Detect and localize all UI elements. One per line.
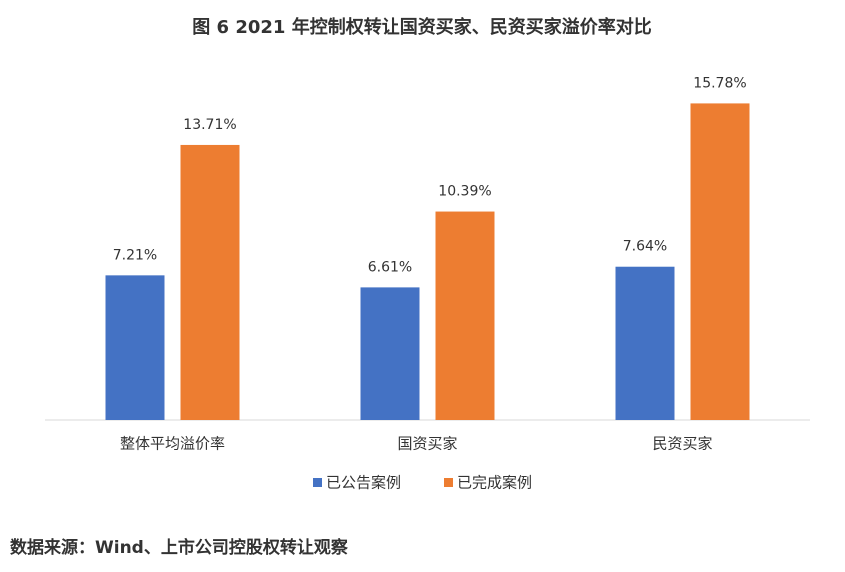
chart-title: 图 6 2021 年控制权转让国资买家、民资买家溢价率对比 <box>192 16 651 38</box>
legend-label: 已完成案例 <box>457 474 532 492</box>
value-label: 7.21% <box>113 247 157 263</box>
x-tick-label: 民资买家 <box>652 435 712 453</box>
value-label: 15.78% <box>693 75 746 91</box>
bar <box>180 144 240 421</box>
x-tick-label: 国资买家 <box>397 435 457 453</box>
bar <box>615 266 675 420</box>
value-label: 10.39% <box>438 184 491 200</box>
bar <box>690 103 750 420</box>
bar <box>105 275 165 420</box>
bar <box>435 211 495 420</box>
value-label: 13.71% <box>183 117 236 133</box>
legend-swatch <box>313 478 322 487</box>
x-tick-label: 整体平均溢价率 <box>120 435 225 453</box>
legend-label: 已公告案例 <box>326 474 401 492</box>
bar <box>360 287 420 420</box>
value-label: 7.64% <box>623 239 667 255</box>
source-note: 数据来源：Wind、上市公司控股权转让观察 <box>10 537 349 558</box>
value-label: 6.61% <box>368 259 412 275</box>
legend-swatch <box>444 478 453 487</box>
